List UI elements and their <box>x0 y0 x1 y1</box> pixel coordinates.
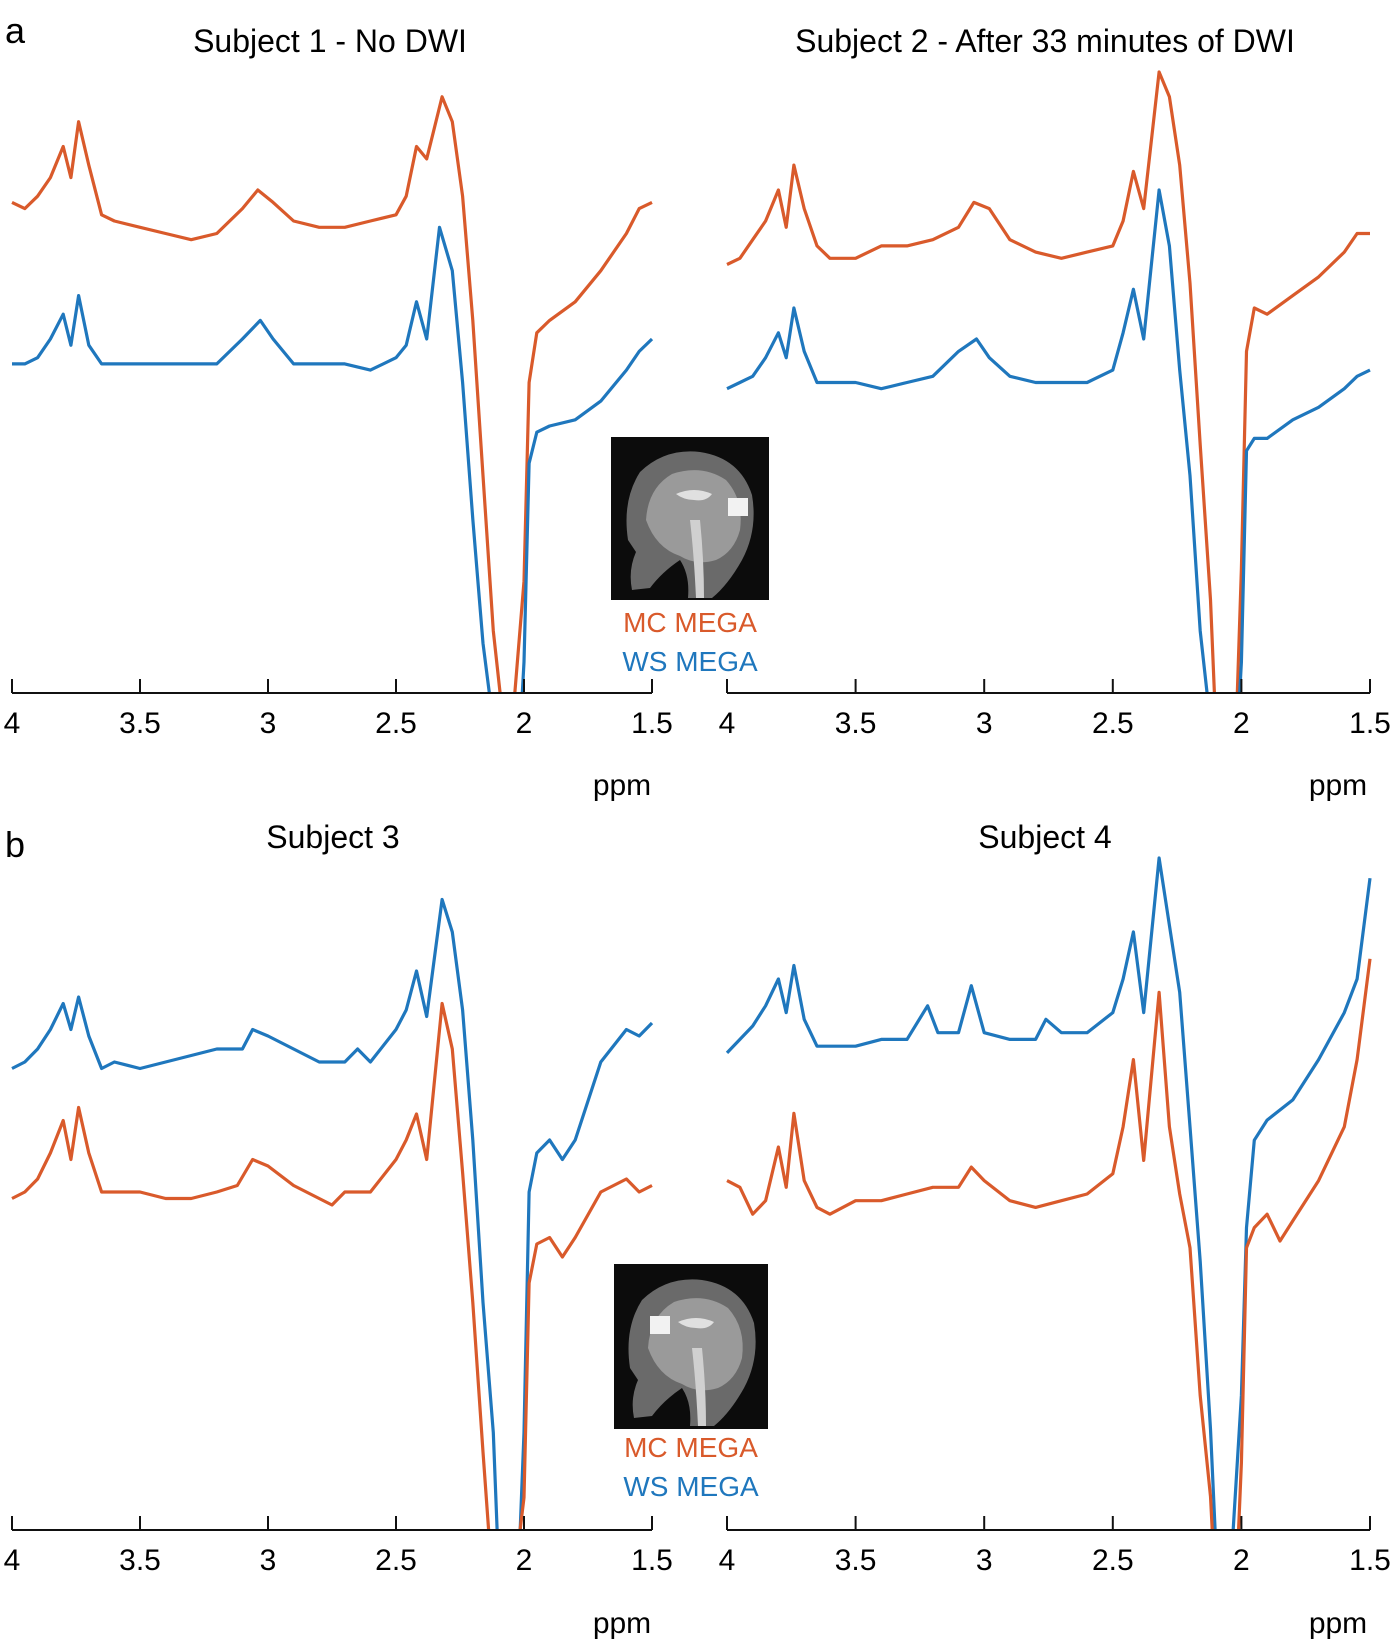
x-tick-label: 2.5 <box>1092 1544 1134 1577</box>
x-tick-label: 4 <box>4 1544 21 1577</box>
x-tick-label: 1.5 <box>631 707 673 740</box>
chart-subject-3: Subject 3 4 3.5 3 2.5 2 1.5 ppm <box>4 819 673 1640</box>
x-tick-label: 1.5 <box>1349 1544 1391 1577</box>
x-axis-label: ppm <box>1309 1607 1367 1640</box>
series-line-mc <box>11 1001 653 1530</box>
series-line-mc <box>726 70 1370 693</box>
x-tick-label: 1.5 <box>1349 707 1391 740</box>
x-tick-label: 4 <box>719 707 736 740</box>
chart-subject-2: Subject 2 - After 33 minutes of DWI 4 3.5 3… <box>719 23 1391 802</box>
x-tick-label: 4 <box>719 1544 736 1577</box>
x-tick-label: 1.5 <box>631 1544 673 1577</box>
x-axis-label: ppm <box>1309 769 1367 802</box>
legend-label-mc: MC MEGA <box>623 607 757 638</box>
x-tick-label: 3 <box>976 707 993 740</box>
x-tick-label: 3 <box>260 707 277 740</box>
x-tick-label: 2 <box>1233 707 1250 740</box>
chart-title: Subject 4 <box>978 819 1111 855</box>
series-line-mc <box>11 95 653 693</box>
x-tick-label: 2 <box>1233 1544 1250 1577</box>
x-axis-label: ppm <box>593 769 651 802</box>
chart-subject-1: Subject 1 - No DWI 4 3.5 3 2.5 2 1.5 ppm <box>4 23 673 802</box>
chart-title: Subject 2 - After 33 minutes of DWI <box>795 23 1295 59</box>
brain-sagittal-icon <box>628 1279 756 1426</box>
x-tick-label: 3 <box>260 1544 277 1577</box>
series-group <box>725 856 1372 1530</box>
chart-title: Subject 1 - No DWI <box>193 23 467 59</box>
x-axis-label: ppm <box>593 1607 651 1640</box>
chart-subject-4: Subject 4 4 3.5 3 2.5 2 1.5 ppm <box>719 819 1391 1640</box>
x-tick-label: 3.5 <box>119 1544 161 1577</box>
x-tick-label: 2.5 <box>375 1544 417 1577</box>
legend-a: MC MEGA WS MEGA <box>611 437 769 677</box>
x-tick-label: 3.5 <box>835 707 877 740</box>
legend-label-ws: WS MEGA <box>623 1471 759 1502</box>
x-tick-label: 2.5 <box>1092 707 1134 740</box>
x-tick-label: 2 <box>516 1544 533 1577</box>
legend-b: MC MEGA WS MEGA <box>614 1264 768 1502</box>
x-tick-label: 2 <box>516 707 533 740</box>
series-group <box>11 95 654 693</box>
x-tick-label: 3.5 <box>119 707 161 740</box>
series-group <box>11 897 654 1530</box>
series-line-ws <box>11 897 654 1530</box>
panel-letter-b: b <box>5 824 25 865</box>
x-tick-label: 4 <box>4 707 21 740</box>
x-tick-label: 3 <box>976 1544 993 1577</box>
legend-label-mc: MC MEGA <box>624 1432 758 1463</box>
chart-title: Subject 3 <box>266 819 399 855</box>
legend-label-ws: WS MEGA <box>622 646 758 677</box>
series-line-mc <box>726 958 1372 1530</box>
brain-sagittal-icon <box>626 451 754 598</box>
series-group <box>726 70 1371 693</box>
series-line-ws <box>726 188 1371 693</box>
series-line-ws <box>12 225 654 693</box>
panel-letter-a: a <box>5 10 26 51</box>
x-tick-label: 3.5 <box>835 1544 877 1577</box>
x-tick-label: 2.5 <box>375 707 417 740</box>
